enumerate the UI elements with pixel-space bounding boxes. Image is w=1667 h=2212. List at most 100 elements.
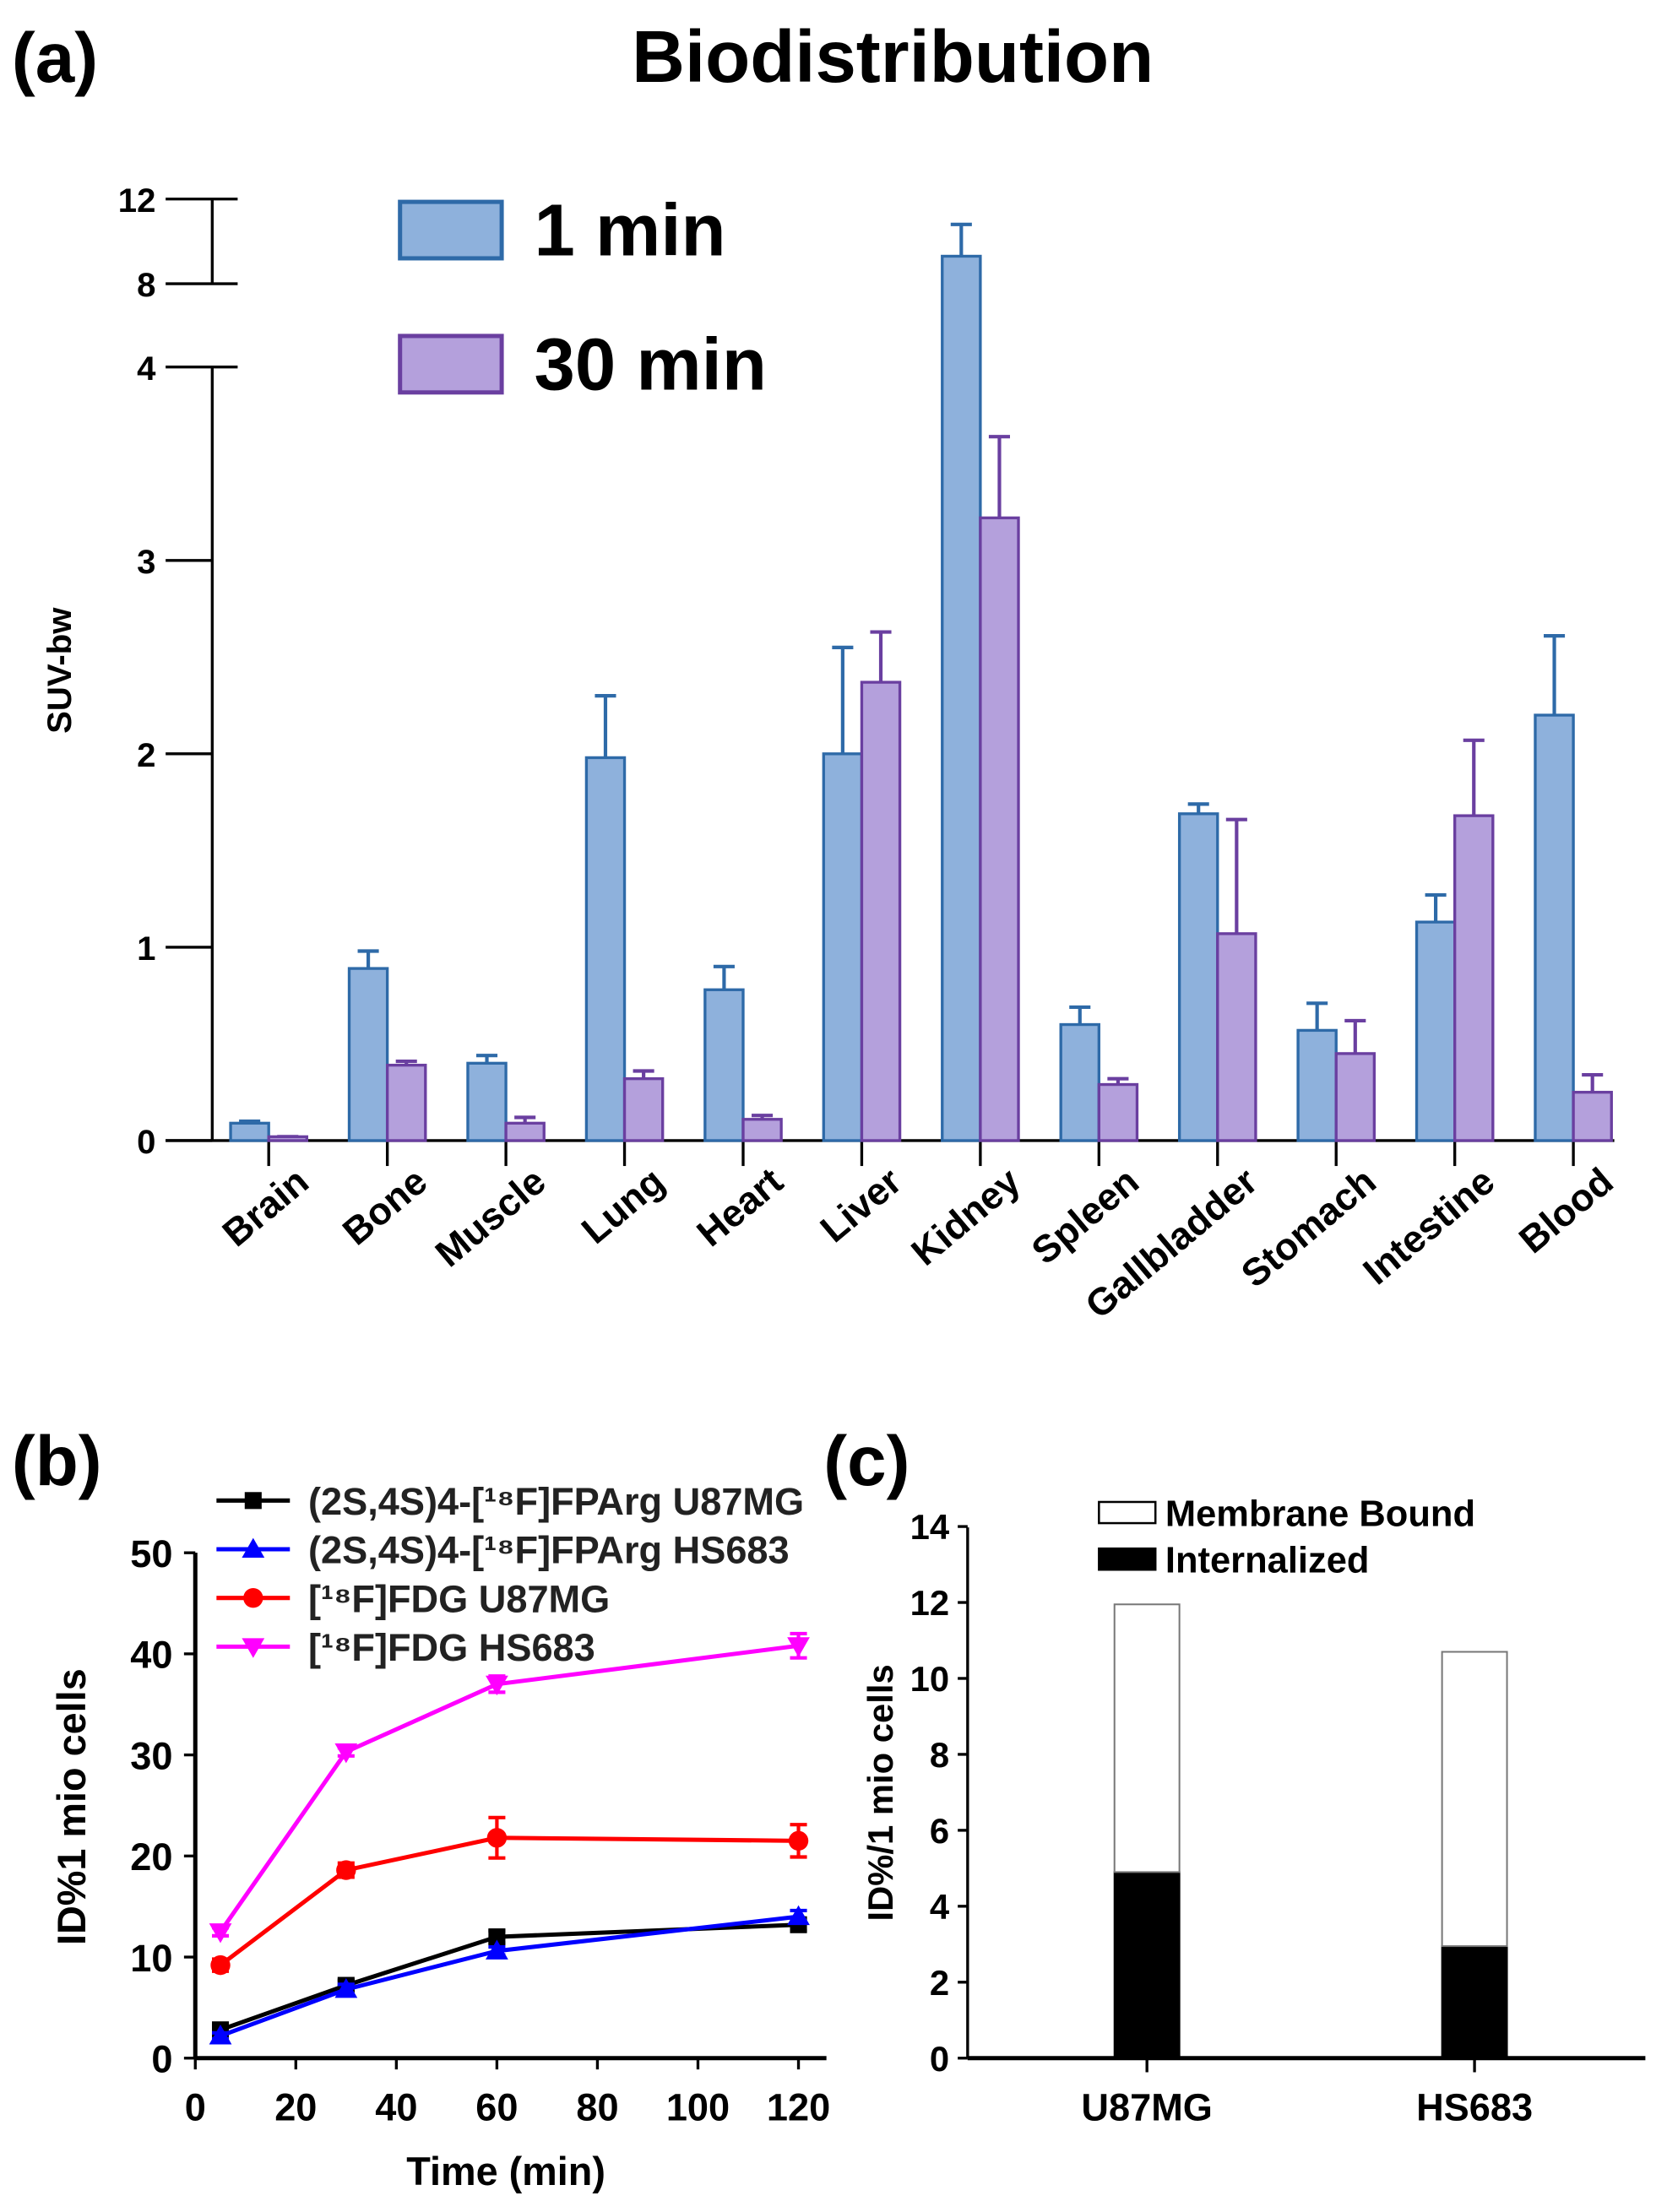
bar-30-min (267, 1135, 309, 1142)
marker-circle (210, 1954, 231, 1976)
y-tick-label: 4 (137, 350, 156, 388)
legend-label: 1 min (535, 190, 726, 272)
y-tick-label: 20 (130, 1835, 172, 1879)
bar-1-min (229, 1121, 270, 1142)
series-line (220, 1922, 799, 2032)
bar-membrane-bound (1113, 1603, 1181, 1873)
bar-30-min (622, 1076, 665, 1142)
x-tick-label: Brain (214, 1159, 317, 1255)
bar-1-min (1059, 1022, 1101, 1142)
y-tick-label: 50 (130, 1532, 172, 1575)
bar-1-min (822, 752, 864, 1142)
x-tick-label: Bone (334, 1159, 435, 1254)
bar-30-min (1572, 1091, 1613, 1142)
marker-triangle-down (787, 1637, 810, 1657)
bar-1-min (1177, 812, 1219, 1142)
marker-circle (336, 1860, 356, 1880)
y-tick-label: 30 (130, 1734, 172, 1777)
bar-1-min (584, 756, 627, 1142)
bar-30-min (1216, 932, 1257, 1142)
x-tick-label: 20 (274, 2085, 317, 2128)
x-tick-label: Muscle (427, 1159, 554, 1275)
marker-triangle-down (334, 1743, 358, 1764)
legend-label: Membrane Bound (1165, 1494, 1475, 1534)
marker-triangle-down (242, 1638, 265, 1658)
x-tick-label: HS683 (1416, 2085, 1533, 2128)
bar-1-min (703, 988, 745, 1142)
y-tick-label: 0 (151, 2037, 172, 2080)
y-tick-label: 40 (130, 1634, 172, 1677)
marker-triangle-up (242, 1537, 265, 1559)
panel-b-ylabel: ID%1 mio cells (50, 1668, 94, 1945)
panel-c-label: (c) (823, 1421, 910, 1500)
x-tick-label: Heart (688, 1159, 790, 1255)
series-line (218, 1643, 799, 1933)
panel-c-plot: 0 2 4 6 8 10 12 14 U87MG HS683 Membrane Bound Inter… (910, 1494, 1646, 2128)
bar-1-min (347, 967, 389, 1142)
marker-triangle-up (486, 1939, 508, 1960)
bar-internalized (1441, 1945, 1508, 2059)
panel-b-label: (b) (12, 1421, 102, 1500)
bar-30-min (741, 1118, 783, 1142)
y-tick-label: 2 (137, 736, 155, 774)
y-tick-label: 2 (930, 1963, 949, 2003)
legend-swatch (1098, 1547, 1157, 1571)
y-tick-label: 0 (930, 2039, 949, 2079)
bar-internalized (1113, 1871, 1181, 2059)
bar-membrane-bound (1441, 1651, 1508, 1948)
legend-label: Internalized (1165, 1541, 1370, 1581)
y-tick-label: 1 (137, 930, 155, 968)
marker-circle (243, 1587, 263, 1608)
series-line (220, 1914, 799, 2038)
x-tick-label: U87MG (1081, 2085, 1212, 2128)
marker-triangle-up (787, 1905, 810, 1926)
y-tick-label: 14 (910, 1507, 950, 1547)
bar-1-min (1415, 920, 1457, 1142)
bar-1-min (941, 254, 982, 1142)
bar-30-min (979, 516, 1020, 1142)
marker-triangle-down (209, 1923, 232, 1944)
x-tick-label: Blood (1511, 1159, 1621, 1261)
panel-a-ylabel: SUV-bw (41, 607, 79, 734)
marker-circle (788, 1830, 809, 1851)
y-tick-label: 8 (930, 1735, 949, 1775)
bar-30-min (504, 1121, 546, 1142)
chart-title: Biodistribution (632, 16, 1154, 98)
bar-1-min (1296, 1028, 1338, 1142)
x-tick-label: 100 (666, 2085, 730, 2128)
bar-1-min (466, 1061, 508, 1142)
panel-c-ylabel: ID%/1 mio cells (861, 1664, 900, 1921)
legend-label: 30 min (535, 323, 767, 405)
x-tick-label: Stomach (1233, 1159, 1384, 1296)
marker-square (244, 1492, 262, 1510)
legend-label: [¹⁸F]FDG U87MG (308, 1577, 610, 1620)
bar-1-min (1534, 713, 1575, 1142)
bar-30-min (1334, 1052, 1376, 1142)
x-tick-label: Lung (573, 1159, 672, 1252)
x-tick-label: 80 (576, 2085, 618, 2128)
y-tick-label: 8 (137, 266, 155, 304)
bar-30-min (385, 1063, 427, 1142)
bar-30-min (1097, 1082, 1139, 1142)
legend-label: [¹⁸F]FDG HS683 (308, 1626, 595, 1669)
y-tick-label: 0 (137, 1123, 155, 1161)
x-tick-label: 40 (375, 2085, 417, 2128)
marker-triangle-up (209, 2025, 232, 2045)
legend-swatch (398, 333, 504, 395)
marker-square (488, 1928, 506, 1946)
y-tick-label: 12 (118, 182, 156, 220)
x-tick-label: Liver (812, 1159, 910, 1250)
y-tick-label: 12 (910, 1583, 949, 1623)
marker-triangle-up (334, 1977, 358, 1998)
panel-b-xlabel: Time (min) (406, 2150, 605, 2193)
y-tick-label: 6 (930, 1811, 949, 1851)
y-tick-label: 4 (930, 1887, 950, 1927)
legend-swatch (1098, 1500, 1157, 1525)
marker-circle (486, 1828, 508, 1848)
legend-label: (2S,4S)4-[¹⁸F]FPArg U87MG (308, 1480, 804, 1523)
panel-a-label: (a) (12, 18, 98, 97)
marker-triangle-down (486, 1675, 508, 1696)
x-tick-label: Kidney (903, 1159, 1028, 1274)
x-tick-label: 60 (475, 2085, 518, 2128)
